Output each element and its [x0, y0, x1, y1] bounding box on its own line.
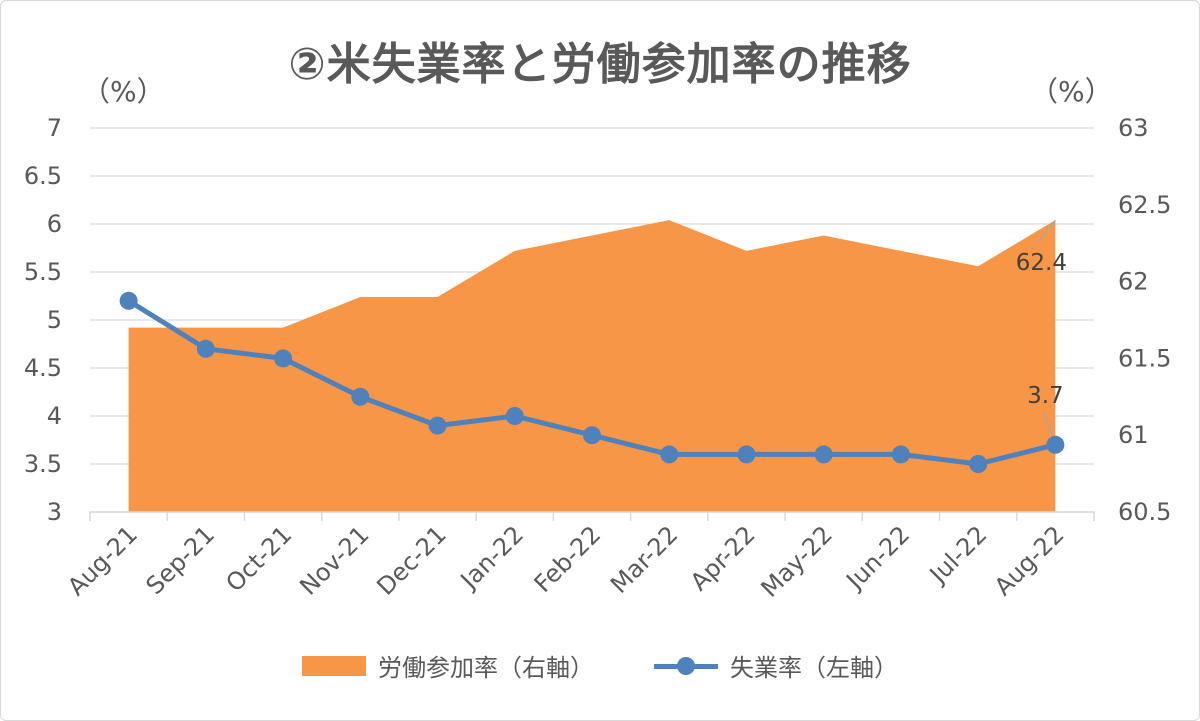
right-tick-label: 62.5	[1118, 191, 1171, 219]
legend-label-unemployment: 失業率（左軸）	[730, 654, 898, 682]
legend-label-participation: 労働参加率（右軸）	[378, 654, 594, 682]
left-axis-unit: （%）	[82, 75, 165, 108]
x-tick-label: Apr-22	[685, 520, 761, 596]
left-tick-label: 3.5	[24, 450, 62, 478]
unemployment-point	[660, 445, 679, 464]
legend-item-unemployment: 失業率（左軸）	[654, 648, 898, 683]
unemployment-point	[814, 445, 833, 464]
x-tick-label: Jul-22	[923, 520, 992, 589]
unemployment-end-label: 3.7	[1027, 383, 1064, 409]
unemployment-point	[196, 339, 215, 358]
left-tick-label: 6.5	[24, 162, 62, 190]
left-tick-label: 7	[47, 114, 62, 142]
x-tick-label: Dec-21	[371, 520, 451, 600]
chart-title: ②米失業率と労働参加率の推移	[288, 39, 912, 90]
left-tick-label: 6	[47, 210, 62, 238]
x-tick-label: Feb-22	[529, 520, 607, 598]
legend-area-swatch	[302, 655, 366, 676]
right-tick-label: 61.5	[1118, 344, 1171, 372]
x-tick-label: Oct-21	[220, 520, 297, 597]
participation-area-series	[128, 220, 1056, 512]
left-tick-label: 4.5	[24, 354, 62, 382]
unemployment-point	[583, 426, 601, 445]
data-labels: 62.4 3.7	[1016, 219, 1067, 435]
unemployment-label-leader	[1042, 410, 1052, 435]
participation-area	[128, 220, 1056, 512]
participation-label-leader	[1036, 219, 1056, 243]
left-tick-label: 5	[47, 306, 62, 334]
unemployment-point	[505, 407, 524, 425]
x-tick-label: Aug-22	[989, 520, 1070, 601]
x-tick-label: Sep-21	[141, 520, 221, 600]
legend: 労働参加率（右軸） 失業率（左軸）	[0, 648, 1200, 683]
unemployment-point	[969, 455, 988, 473]
x-tick-label: Nov-21	[294, 520, 374, 600]
x-tick-label: May-22	[756, 520, 838, 602]
unemployment-line-series	[119, 291, 1065, 473]
unemployment-point	[351, 387, 370, 406]
legend-line-swatch	[654, 656, 718, 676]
right-axis-unit: （%）	[1030, 75, 1113, 108]
unemployment-point	[428, 416, 447, 435]
x-tick-label: Mar-22	[605, 520, 683, 598]
unemployment-point	[274, 349, 293, 368]
x-tick-label: Aug-21	[62, 520, 143, 601]
right-tick-label: 62	[1118, 268, 1149, 296]
unemployment-point	[119, 291, 138, 310]
left-tick-label: 4	[47, 402, 62, 430]
legend-item-participation: 労働参加率（右軸）	[302, 648, 594, 683]
participation-end-label: 62.4	[1016, 250, 1067, 276]
right-tick-label: 60.5	[1118, 498, 1171, 526]
right-tick-label: 63	[1118, 114, 1149, 142]
right-tick-label: 61	[1118, 421, 1149, 449]
x-tick-label: Jun-22	[840, 520, 915, 595]
left-tick-label: 5.5	[24, 258, 62, 286]
left-tick-label: 3	[47, 498, 62, 526]
unemployment-point	[891, 445, 910, 464]
unemployment-point	[737, 445, 756, 464]
unemployment-point	[1046, 435, 1065, 454]
x-tick-label: Jan-22	[454, 520, 529, 595]
